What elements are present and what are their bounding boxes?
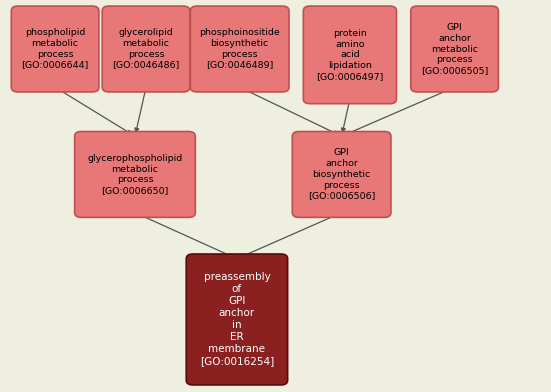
FancyBboxPatch shape [410, 6, 498, 92]
FancyBboxPatch shape [102, 6, 190, 92]
FancyBboxPatch shape [292, 132, 391, 217]
Text: phospholipid
metabolic
process
[GO:0006644]: phospholipid metabolic process [GO:00066… [21, 28, 89, 70]
FancyBboxPatch shape [74, 132, 195, 217]
Text: preassembly
of
GPI
anchor
in
ER
membrane
[GO:0016254]: preassembly of GPI anchor in ER membrane… [200, 272, 274, 367]
Text: phosphoinositide
biosynthetic
process
[GO:0046489]: phosphoinositide biosynthetic process [G… [199, 28, 280, 70]
Text: protein
amino
acid
lipidation
[GO:0006497]: protein amino acid lipidation [GO:000649… [316, 29, 383, 81]
FancyBboxPatch shape [186, 254, 288, 385]
Text: GPI
anchor
metabolic
process
[GO:0006505]: GPI anchor metabolic process [GO:0006505… [421, 23, 488, 75]
Text: GPI
anchor
biosynthetic
process
[GO:0006506]: GPI anchor biosynthetic process [GO:0006… [308, 149, 375, 200]
Text: glycerolipid
metabolic
process
[GO:0046486]: glycerolipid metabolic process [GO:00464… [112, 28, 180, 70]
FancyBboxPatch shape [303, 6, 397, 104]
FancyBboxPatch shape [191, 6, 289, 92]
FancyBboxPatch shape [11, 6, 99, 92]
Text: glycerophospholipid
metabolic
process
[GO:0006650]: glycerophospholipid metabolic process [G… [88, 154, 182, 195]
